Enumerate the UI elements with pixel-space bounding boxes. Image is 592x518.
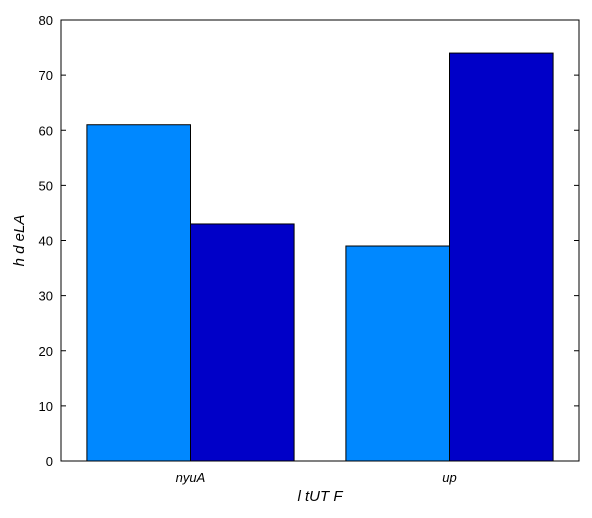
- x-tick-label-nyuA: nyuA: [176, 470, 206, 485]
- y-tick-label: 30: [39, 289, 53, 304]
- y-tick-label: 40: [39, 234, 53, 249]
- bar-up-series-1: [345, 245, 450, 462]
- bars-group: [86, 52, 554, 462]
- y-tick-label: 80: [39, 13, 53, 28]
- y-tick-label: 20: [39, 344, 53, 359]
- y-axis-label: h d eLA: [11, 215, 28, 267]
- y-tick-label: 70: [39, 68, 53, 83]
- bar-nyuA-series-2: [190, 223, 295, 462]
- y-axis: 0 10 20 30 40 50 60 70 80: [39, 13, 579, 469]
- x-tick-label-up: up: [442, 470, 456, 485]
- bar-nyuA-series-1: [86, 124, 191, 462]
- bar-up-series-2: [449, 52, 554, 462]
- x-axis-label: l tUT F: [298, 488, 344, 505]
- x-axis: nyuA up: [176, 456, 457, 485]
- y-tick-label: 60: [39, 123, 53, 138]
- y-tick-label: 50: [39, 178, 53, 193]
- y-tick-label: 0: [46, 454, 53, 469]
- y-tick-label: 10: [39, 399, 53, 414]
